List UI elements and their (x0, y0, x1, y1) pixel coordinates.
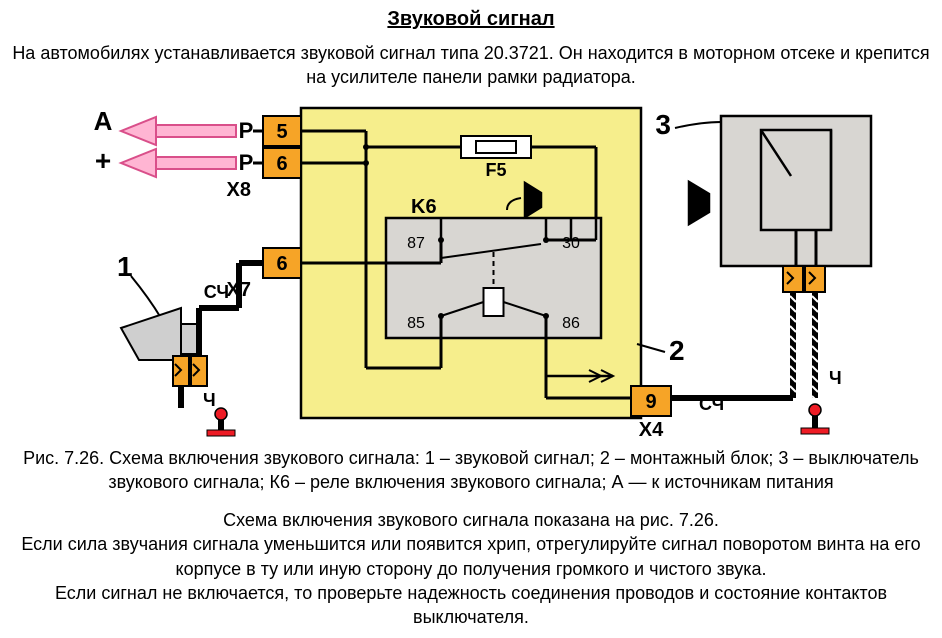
svg-text:2: 2 (669, 335, 685, 366)
intro-text: На автомобилях устанавливается звуковой … (6, 41, 936, 90)
svg-text:K6: K6 (411, 196, 437, 218)
page-title: Звуковой сигнал (6, 8, 936, 31)
svg-text:86: 86 (562, 315, 580, 332)
svg-text:Ч: Ч (203, 390, 216, 410)
svg-text:X8: X8 (227, 179, 251, 201)
svg-text:85: 85 (407, 315, 425, 332)
svg-text:9: 9 (645, 391, 656, 413)
svg-text:СЧ: СЧ (204, 282, 229, 302)
svg-text:X4: X4 (639, 419, 664, 438)
wiring-diagram: 56X86X79X4РРА+F5K68730858621ЧСЧ3СЧЧ (6, 98, 936, 438)
svg-text:А: А (94, 106, 113, 136)
svg-text:СЧ: СЧ (699, 394, 724, 414)
svg-text:6: 6 (276, 253, 287, 275)
svg-text:F5: F5 (485, 160, 506, 180)
svg-text:+: + (95, 145, 111, 176)
svg-text:Р: Р (239, 150, 254, 175)
body-paragraph: Схема включения звукового сигнала показа… (6, 508, 936, 629)
svg-text:Р: Р (239, 118, 254, 143)
svg-text:6: 6 (276, 153, 287, 175)
svg-text:5: 5 (276, 121, 287, 143)
svg-text:3: 3 (655, 109, 671, 140)
figure-caption: Рис. 7.26. Схема включения звукового сиг… (6, 446, 936, 495)
svg-text:1: 1 (117, 251, 133, 282)
svg-text:87: 87 (407, 235, 425, 252)
svg-text:Ч: Ч (829, 368, 842, 388)
